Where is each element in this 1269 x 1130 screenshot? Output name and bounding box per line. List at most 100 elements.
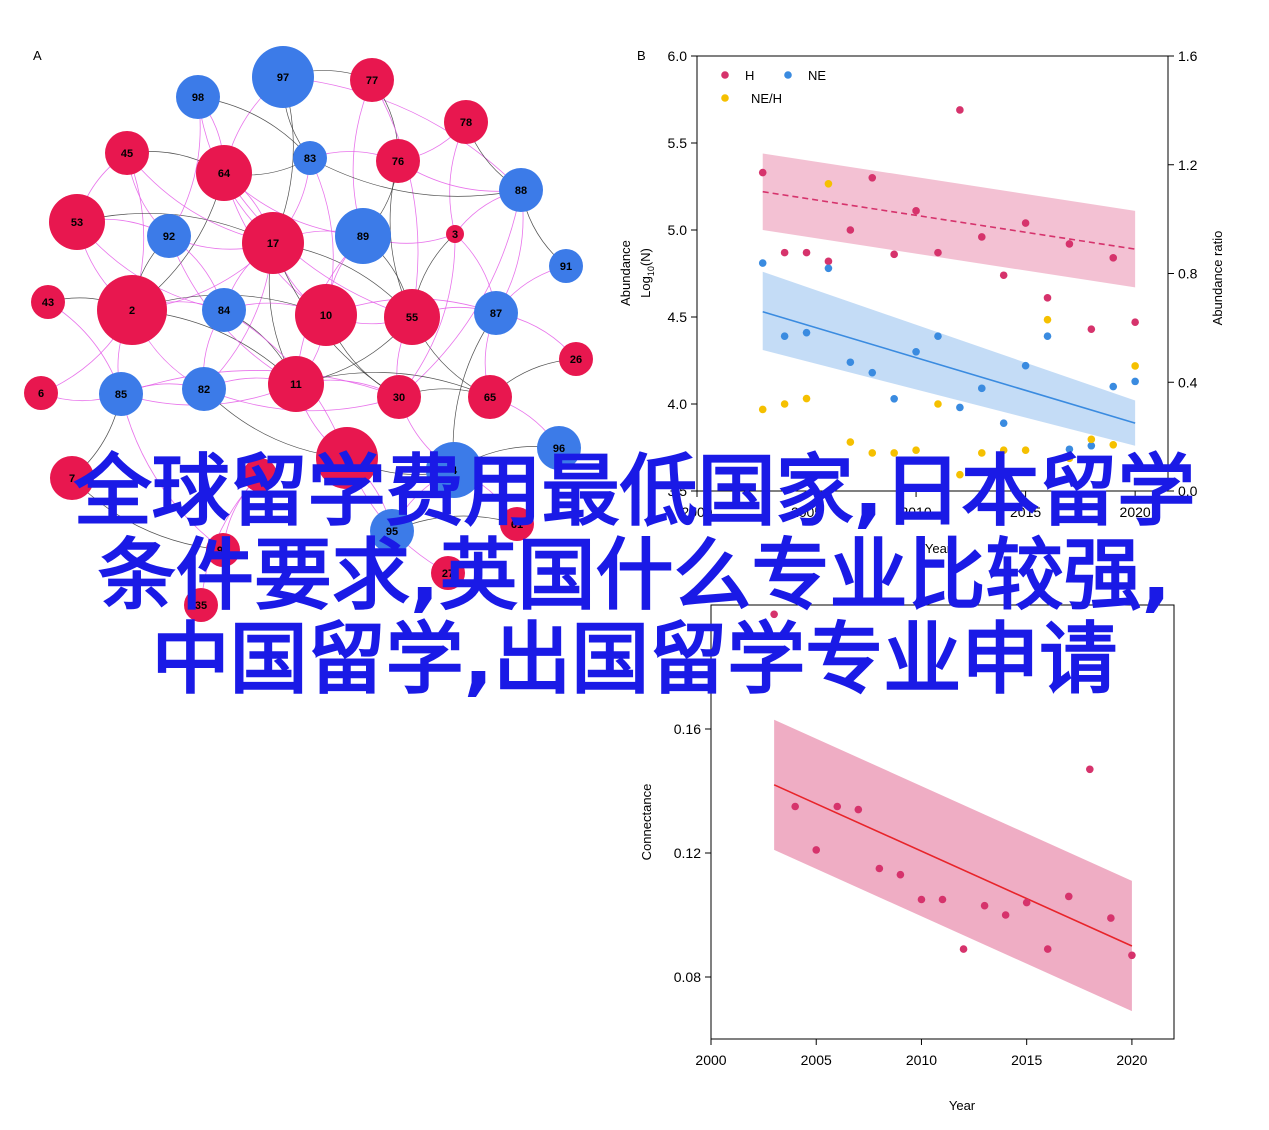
y-tick-label: 3.5 [668, 483, 688, 499]
network-node-label: 89 [357, 231, 369, 243]
network-node-label: 82 [198, 384, 210, 396]
y-tick-label: 6.0 [668, 48, 688, 64]
network-node [446, 225, 464, 243]
network-node-label: 6 [38, 388, 44, 400]
network-edge [309, 157, 522, 197]
confidence-band [762, 271, 1136, 446]
y-tick-label: 4.5 [668, 309, 688, 325]
y-tick-label: 4.0 [668, 396, 688, 412]
data-point [1086, 765, 1094, 774]
network-edge [371, 79, 419, 318]
data-point [1128, 951, 1136, 960]
data-point [896, 870, 905, 879]
data-point [1087, 325, 1096, 333]
network-node [316, 427, 378, 489]
panel-label-a: A [33, 48, 42, 63]
x-tick-label: 2010 [906, 1052, 937, 1068]
network-node [293, 141, 327, 175]
x-tick-label: 2010 [900, 504, 931, 520]
y-tick-label-right: 0.8 [1178, 266, 1198, 282]
network-node [242, 212, 304, 274]
data-point [824, 264, 833, 273]
network-edge [120, 370, 400, 398]
network-node [24, 376, 58, 410]
network-node [350, 58, 394, 102]
x-tick-label: 2000 [681, 504, 712, 520]
network-node-label: 97 [277, 72, 289, 84]
network-node [243, 458, 277, 492]
y-tick-label: 0.12 [674, 845, 701, 861]
data-point [912, 446, 920, 455]
network-node-label: 95 [386, 526, 398, 538]
network-node [295, 284, 357, 346]
network-edge [282, 76, 522, 191]
trend-line [762, 190, 1136, 250]
data-point [824, 179, 833, 188]
data-point [846, 438, 855, 446]
network-node [499, 168, 543, 212]
data-point [846, 226, 855, 234]
chart-b-xlabel: Year [925, 541, 952, 556]
data-point [959, 945, 968, 953]
data-point [1065, 454, 1074, 463]
network-node [202, 288, 246, 332]
chart-b-legend: H NE NE/H [721, 68, 826, 106]
legend-label: H [745, 68, 754, 83]
trend-line [762, 311, 1136, 424]
chart-b-frame [696, 55, 1169, 492]
data-point [802, 394, 811, 403]
data-point [1043, 332, 1052, 340]
data-point [1001, 911, 1010, 919]
data-point [1109, 440, 1118, 449]
data-point [1087, 435, 1096, 444]
data-point [1021, 361, 1030, 370]
network-edge [71, 477, 224, 551]
panel-label-b: B [637, 48, 646, 63]
data-point [1064, 892, 1073, 901]
y-tick-label: 5.0 [668, 222, 688, 238]
data-point [934, 332, 942, 340]
network-node-label: 98 [192, 92, 204, 104]
network-node [50, 456, 94, 500]
network-node [468, 375, 512, 419]
network-node [97, 275, 167, 345]
y-tick-label: 0.08 [674, 969, 701, 985]
legend-label: NE/H [751, 91, 782, 106]
network-node-label: 27 [442, 568, 454, 580]
data-point [956, 403, 964, 412]
network-node [49, 194, 105, 250]
x-tick-label: 2005 [801, 1052, 832, 1068]
network-node-label: 2 [129, 305, 135, 317]
network-node-label: 88 [515, 185, 527, 197]
network-node-label: 93 [217, 545, 229, 557]
network-node-label: 91 [560, 261, 572, 273]
data-point [890, 394, 898, 403]
network-node [559, 342, 593, 376]
legend-marker [721, 94, 729, 102]
network-node [474, 291, 518, 335]
data-point [846, 358, 855, 367]
legend-marker [784, 71, 792, 79]
data-point [1107, 914, 1115, 922]
x-tick-label: 2015 [1011, 1052, 1042, 1068]
data-point [977, 449, 986, 457]
data-point [1043, 315, 1052, 324]
data-point [999, 271, 1008, 280]
y-tick-label-right: 1.6 [1178, 48, 1198, 64]
network-node-label: 87 [490, 308, 502, 320]
chart-c-ylabel: Connectance [639, 784, 654, 861]
chart-b-ylabel-left-line2: Log10(N) [638, 248, 656, 298]
network-node [426, 442, 482, 498]
data-point [802, 328, 811, 337]
network-node [31, 285, 65, 319]
network-node [147, 214, 191, 258]
chart-b-ylabel-log: Log [638, 276, 653, 298]
data-point [1131, 318, 1139, 327]
data-point [780, 400, 789, 408]
data-point [977, 384, 986, 393]
network-node [431, 556, 465, 590]
data-point [875, 864, 884, 873]
network-node-label: 78 [460, 117, 472, 129]
data-point [938, 895, 947, 904]
